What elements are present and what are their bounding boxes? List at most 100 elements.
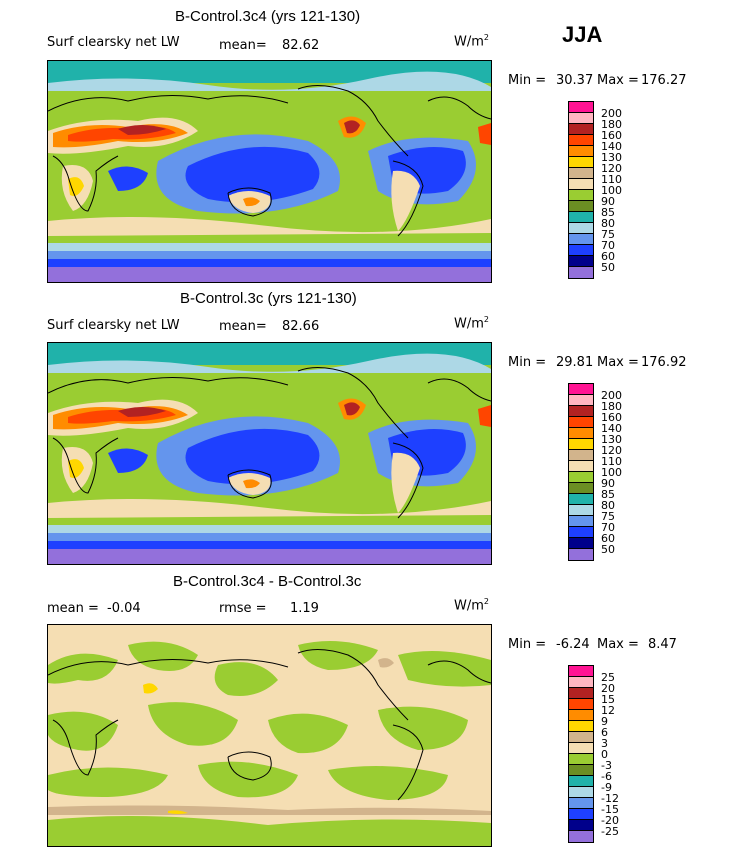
- colorbar-swatch: [569, 234, 593, 245]
- colorbar-level-label: 25: [601, 671, 615, 684]
- colorbar-swatch: [569, 677, 593, 688]
- panel2-title: B-Control.3c (yrs 121-130): [180, 290, 357, 307]
- colorbar-level-label: 180: [601, 118, 622, 131]
- colorbar-level-label: 180: [601, 400, 622, 413]
- colorbar-swatch: [569, 787, 593, 798]
- season-label: JJA: [562, 22, 603, 47]
- panel2-min-value: 29.81: [556, 355, 594, 370]
- panel3-mean-value: -0.04: [107, 601, 141, 616]
- panel3-rmse-label: rmse =: [219, 601, 267, 616]
- colorbar-level-label: -25: [601, 825, 619, 838]
- panel3-title: B-Control.3c4 - B-Control.3c: [173, 573, 362, 590]
- colorbar-swatch: [569, 666, 593, 677]
- colorbar-level-label: 75: [601, 228, 615, 241]
- colorbar-level-label: 120: [601, 162, 622, 175]
- colorbar-swatch: [569, 212, 593, 223]
- colorbar-swatch: [569, 190, 593, 201]
- colorbar-level-label: 90: [601, 195, 615, 208]
- colorbar-swatch: [569, 267, 593, 278]
- colorbar-swatch: [569, 721, 593, 732]
- colorbar-swatch: [569, 384, 593, 395]
- panel3-max-label: Max =: [597, 637, 639, 652]
- colorbar-swatch: [569, 124, 593, 135]
- colorbar-swatch: [569, 549, 593, 560]
- panel1-units: W/m2: [454, 33, 489, 50]
- colorbar-level-label: 50: [601, 261, 615, 274]
- panel2-units: W/m2: [454, 315, 489, 332]
- colorbar-swatch: [569, 256, 593, 267]
- colorbar-swatch: [569, 505, 593, 516]
- colorbar-swatch: [569, 776, 593, 787]
- panel2-map: [47, 342, 492, 565]
- colorbar-swatch: [569, 406, 593, 417]
- colorbar-level-label: 0: [601, 748, 608, 761]
- colorbar-level-label: -3: [601, 759, 612, 772]
- panel3-colorbar-labels: 25 20 15 12 9 6 3 0 -3 -6 -9 -12 -15 -20 -25: [601, 672, 619, 837]
- colorbar-level-label: 12: [601, 704, 615, 717]
- colorbar-swatch: [569, 699, 593, 710]
- colorbar-level-label: 3: [601, 737, 608, 750]
- panel2-mean-label: mean=: [219, 319, 267, 334]
- panel1-mean-label: mean=: [219, 38, 267, 53]
- panel1-field-label: Surf clearsky net LW: [47, 35, 180, 50]
- colorbar-level-label: 140: [601, 140, 622, 153]
- colorbar-level-label: 80: [601, 217, 615, 230]
- colorbar-level-label: 200: [601, 389, 622, 402]
- colorbar-swatch: [569, 732, 593, 743]
- colorbar-swatch: [569, 157, 593, 168]
- panel1-min-label: Min =: [508, 73, 547, 88]
- panel3-rmse-value: 1.19: [290, 601, 319, 616]
- colorbar-level-label: 85: [601, 206, 615, 219]
- colorbar-level-label: 70: [601, 521, 615, 534]
- colorbar-level-label: 80: [601, 499, 615, 512]
- colorbar-swatch: [569, 820, 593, 831]
- colorbar-level-label: 60: [601, 250, 615, 263]
- colorbar-level-label: 130: [601, 433, 622, 446]
- colorbar-swatch: [569, 428, 593, 439]
- panel2-colorbar: [568, 383, 594, 561]
- colorbar-swatch: [569, 146, 593, 157]
- colorbar-level-label: 160: [601, 411, 622, 424]
- colorbar-swatch: [569, 527, 593, 538]
- panel2-mean-value: 82.66: [282, 319, 320, 334]
- colorbar-swatch: [569, 439, 593, 450]
- colorbar-level-label: 100: [601, 466, 622, 479]
- colorbar-swatch: [569, 688, 593, 699]
- colorbar-swatch: [569, 831, 593, 842]
- colorbar-level-label: 50: [601, 543, 615, 556]
- colorbar-level-label: 70: [601, 239, 615, 252]
- colorbar-level-label: 9: [601, 715, 608, 728]
- colorbar-swatch: [569, 113, 593, 124]
- colorbar-swatch: [569, 472, 593, 483]
- panel1-max-label: Max =: [597, 73, 639, 88]
- colorbar-swatch: [569, 809, 593, 820]
- colorbar-level-label: 90: [601, 477, 615, 490]
- colorbar-swatch: [569, 743, 593, 754]
- colorbar-level-label: 120: [601, 444, 622, 457]
- colorbar-level-label: 110: [601, 455, 622, 468]
- panel1-max-value: 176.27: [641, 73, 687, 88]
- colorbar-level-label: 6: [601, 726, 608, 739]
- colorbar-swatch: [569, 798, 593, 809]
- panel1-min-value: 30.37: [556, 73, 594, 88]
- panel3-colorbar: [568, 665, 594, 843]
- panel3-max-value: 8.47: [648, 637, 677, 652]
- colorbar-swatch: [569, 754, 593, 765]
- colorbar-level-label: 130: [601, 151, 622, 164]
- colorbar-level-label: 160: [601, 129, 622, 142]
- colorbar-swatch: [569, 450, 593, 461]
- colorbar-swatch: [569, 461, 593, 472]
- panel1-map: [47, 60, 492, 283]
- panel2-min-label: Min =: [508, 355, 547, 370]
- panel2-colorbar-labels: 200 180 160 140 130 120 110 100 90 85 80 75 70 60 50: [601, 390, 622, 555]
- panel1-mean-value: 82.62: [282, 38, 320, 53]
- colorbar-swatch: [569, 102, 593, 113]
- colorbar-swatch: [569, 483, 593, 494]
- panel3-min-value: -6.24: [556, 637, 590, 652]
- colorbar-level-label: -9: [601, 781, 612, 794]
- colorbar-swatch: [569, 168, 593, 179]
- panel3-units: W/m2: [454, 597, 489, 614]
- panel2-max-value: 176.92: [641, 355, 687, 370]
- colorbar-swatch: [569, 223, 593, 234]
- colorbar-level-label: -6: [601, 770, 612, 783]
